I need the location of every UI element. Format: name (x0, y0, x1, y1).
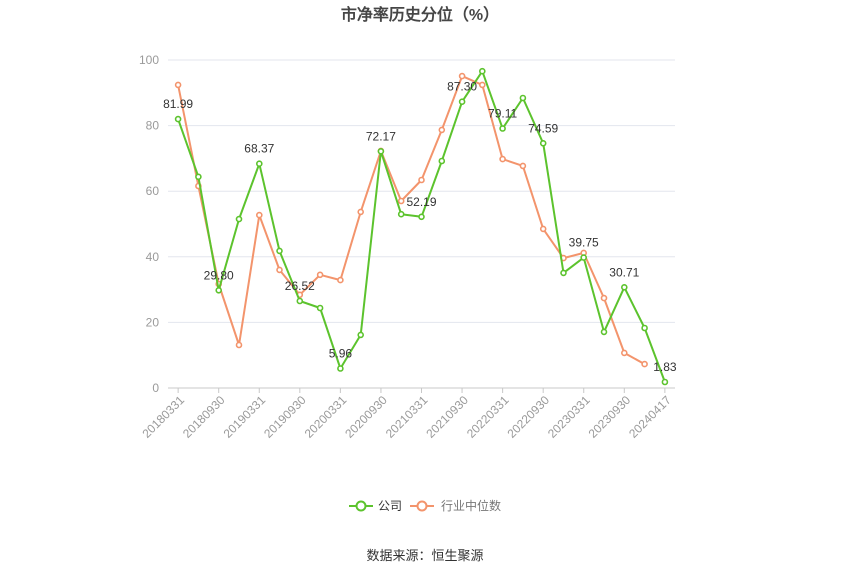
series-0-point (276, 247, 283, 255)
x-tick-label: 20200331 (302, 393, 350, 441)
series-1 (174, 72, 648, 368)
y-tick-label: 20 (146, 315, 160, 329)
series-0-point (357, 331, 365, 339)
series-1-point (539, 225, 547, 233)
series-0-point (215, 286, 222, 294)
series-0-data-label: 5.96 (329, 347, 353, 361)
x-tick-label: 20190930 (261, 393, 309, 441)
legend-item-industry-median[interactable]: 行业中位数 (410, 498, 501, 513)
x-axis: 2018033120180930201903312019093020200331… (139, 387, 675, 441)
series-1-point (641, 360, 648, 368)
series-0-point (195, 173, 202, 181)
series-0-point (560, 269, 567, 277)
series-1-point (174, 81, 182, 89)
series-0-data-label: 52.19 (406, 195, 436, 209)
series-1-point (235, 341, 243, 349)
series-0-point (580, 254, 588, 261)
series-0-point (661, 378, 669, 386)
series-0-point (418, 213, 425, 221)
x-tick-label: 20220930 (504, 393, 552, 441)
series-0-point (296, 297, 304, 305)
series-1-point (316, 271, 324, 279)
series-1-point (418, 176, 425, 184)
x-tick-label: 20230331 (545, 393, 593, 441)
series-0-data-label: 26.52 (285, 279, 315, 293)
series-0-point (337, 365, 344, 372)
x-tick-label: 20180331 (139, 393, 187, 441)
series-1-point (499, 155, 506, 163)
series-0-point (235, 215, 243, 223)
series-1-point (620, 349, 628, 357)
x-tick-label: 20200930 (342, 393, 390, 441)
series-0-data-label: 68.37 (244, 142, 274, 156)
legend-item-company[interactable]: 公司 (349, 499, 402, 513)
series-1-point (397, 197, 405, 205)
x-tick-label: 20210930 (423, 393, 471, 441)
series-1-point (519, 162, 527, 170)
series-0-point (641, 324, 648, 332)
series-1-point (255, 211, 263, 219)
series-0-point (316, 304, 324, 312)
series-0-point (620, 283, 628, 291)
series-1-point (478, 81, 486, 89)
legend-label-company: 公司 (378, 499, 402, 513)
series-0-point (478, 67, 486, 75)
series-0-point (174, 115, 182, 123)
x-tick-label: 20220331 (464, 393, 512, 441)
x-tick-label: 20190331 (221, 393, 269, 441)
chart-title: 市净率历史分位（%） (341, 5, 499, 24)
plot-series (174, 67, 669, 386)
gridlines (168, 59, 675, 323)
series-1-point (357, 208, 365, 216)
series-1-point (438, 126, 446, 134)
y-tick-label: 40 (146, 250, 160, 264)
y-axis: 0 20 40 60 80 100 (139, 53, 159, 395)
series-0-point (458, 98, 466, 105)
series-0-point (438, 157, 446, 165)
series-0-point (600, 328, 608, 336)
legend: 公司 行业中位数 (349, 498, 501, 513)
series-0-point (377, 148, 385, 155)
series-0-point (539, 140, 547, 147)
series-1-point (337, 276, 344, 284)
series-0-point (397, 210, 405, 218)
legend-label-industry-median: 行业中位数 (441, 498, 501, 513)
x-tick-label: 20180930 (180, 393, 228, 441)
series-0-data-label: 81.99 (163, 97, 193, 111)
series-1-point (458, 72, 466, 80)
series-0-data-label: 87.30 (447, 80, 477, 94)
series-0-point (519, 94, 527, 102)
legend-marker-company (355, 500, 367, 512)
series-0-line (177, 70, 666, 383)
series-0-point (255, 160, 263, 167)
y-tick-label: 60 (146, 184, 160, 198)
series-0-data-label: 30.71 (609, 265, 639, 279)
series-1-line (177, 75, 646, 366)
series-0-data-label: 72.17 (366, 129, 396, 143)
x-tick-label: 20240417 (626, 393, 674, 441)
series-1-point (276, 266, 283, 274)
series-1-point (600, 294, 608, 302)
y-tick-label: 80 (146, 119, 160, 133)
series-0-data-label: 39.75 (569, 236, 599, 250)
x-tick-label: 20230930 (586, 393, 634, 441)
legend-marker-industry-median (416, 500, 428, 512)
y-tick-label: 0 (152, 381, 159, 395)
series-0 (174, 67, 669, 386)
x-tick-label: 20210331 (383, 393, 431, 441)
data-source-note: 数据来源：恒生聚源 (366, 548, 483, 563)
series-0-data-label: 1.83 (653, 360, 677, 374)
y-tick-label: 100 (139, 53, 159, 67)
data-labels: 81.99 29.80 68.37 26.52 5.96 72.17 52.19 87.30 7… (163, 80, 677, 374)
series-0-data-label: 74.59 (528, 121, 558, 135)
series-0-data-label: 79.11 (488, 107, 517, 121)
series-0-data-label: 29.80 (204, 268, 234, 282)
series-0-point (499, 125, 506, 132)
